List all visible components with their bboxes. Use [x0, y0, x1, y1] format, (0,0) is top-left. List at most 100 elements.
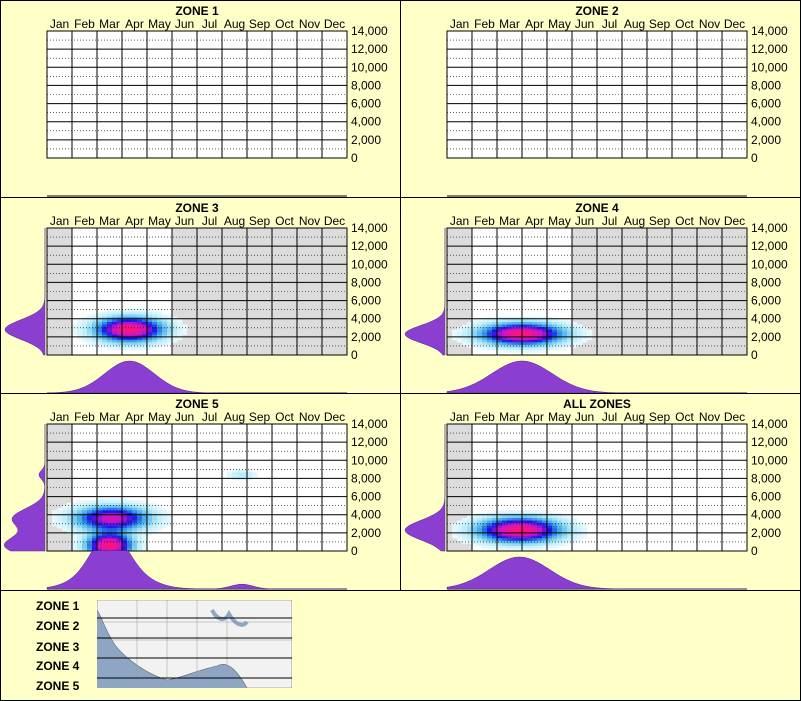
- heat-cell: [137, 500, 143, 504]
- heat-cell: [552, 535, 558, 539]
- heat-cell: [122, 327, 128, 330]
- heat-cell: [232, 469, 238, 473]
- heat-cell: [567, 329, 573, 333]
- heat-cell: [582, 334, 588, 338]
- heat-cell: [487, 344, 493, 348]
- y-tick-label: 4,000: [751, 508, 781, 522]
- heat-cell: [152, 505, 158, 509]
- heat-cell: [157, 342, 163, 346]
- heat-cell: [512, 533, 518, 537]
- heat-cell: [512, 548, 518, 552]
- heat-cell: [507, 327, 513, 330]
- heat-cell: [92, 545, 98, 549]
- heat-cell: [497, 543, 503, 547]
- heat-cell: [117, 339, 123, 343]
- heat-cell: [77, 525, 83, 529]
- heat-cell: [107, 321, 113, 325]
- heat-cell: [132, 347, 138, 351]
- heat-cell: [517, 548, 523, 552]
- heat-cell: [52, 523, 58, 526]
- heat-cell: [552, 337, 558, 341]
- heat-cell: [57, 517, 63, 521]
- heat-cell: [117, 515, 123, 519]
- heat-cell: [512, 517, 518, 521]
- heat-cell: [127, 319, 133, 323]
- heat-cell: [542, 344, 548, 348]
- heat-cell: [507, 337, 513, 341]
- heat-cell: [467, 533, 473, 537]
- heat-cell: [137, 528, 143, 531]
- heat-cell: [127, 339, 133, 343]
- chart-title: ZONE 1: [175, 4, 219, 18]
- chart-svg: ALL ZONES Jan Feb Mar Apr May Jun Jul Aug Sep Oct N…: [404, 397, 788, 590]
- y-tick-label: 8,000: [351, 471, 381, 485]
- heat-cell: [147, 502, 153, 506]
- heat-cell: [117, 337, 123, 341]
- heat-cell: [502, 538, 508, 542]
- heat-cell: [542, 329, 548, 333]
- heat-cell: [87, 540, 93, 544]
- heat-cell: [527, 530, 533, 534]
- heat-cell: [62, 528, 68, 531]
- heat-cell: [142, 520, 148, 524]
- heat-cell: [107, 525, 113, 529]
- heat-cell: [522, 324, 528, 328]
- heat-cell: [497, 334, 503, 338]
- heat-cell: [467, 344, 473, 348]
- heat-cell: [562, 324, 568, 328]
- heat-cell: [142, 309, 148, 313]
- heat-cell: [82, 339, 88, 343]
- heat-cell: [542, 525, 548, 529]
- month-tick-label: Jun: [575, 410, 594, 424]
- heat-cell: [542, 517, 548, 521]
- heat-cell: [97, 505, 103, 509]
- heat-cell: [137, 502, 143, 506]
- heat-cell: [552, 528, 558, 531]
- heat-cell: [552, 520, 558, 524]
- heat-cell: [552, 530, 558, 534]
- heat-cell: [127, 309, 133, 313]
- heat-cell: [467, 337, 473, 341]
- heat-cell: [507, 329, 513, 333]
- month-tick-label: Oct: [675, 214, 694, 228]
- heat-cell: [117, 548, 123, 552]
- heat-cell: [117, 520, 123, 524]
- heat-cell: [72, 510, 78, 514]
- heat-cell: [507, 543, 513, 547]
- heat-cell: [467, 327, 473, 330]
- y-tick-label: 14,000: [751, 24, 788, 38]
- heat-cell: [227, 474, 233, 478]
- heat-cell: [147, 523, 153, 526]
- month-density-curve: [446, 360, 747, 394]
- y-tick-label: 0: [751, 151, 758, 165]
- month-tick-label: Apr: [525, 17, 544, 31]
- heat-cell: [242, 474, 248, 478]
- heat-cell: [477, 339, 483, 343]
- heat-cell: [567, 339, 573, 343]
- heat-cell: [117, 347, 123, 351]
- heat-cell: [532, 533, 538, 537]
- heat-cell: [532, 523, 538, 526]
- heat-cell: [117, 528, 123, 531]
- heat-cell: [542, 339, 548, 343]
- heat-cell: [532, 540, 538, 544]
- heat-cell: [472, 528, 478, 531]
- heat-cell: [527, 525, 533, 529]
- heat-cell: [112, 543, 118, 547]
- heat-cell: [537, 342, 543, 346]
- heat-cell: [87, 535, 93, 539]
- heat-cell: [512, 349, 518, 353]
- heat-cell: [482, 319, 488, 323]
- heat-cell: [467, 324, 473, 328]
- heat-cell: [152, 319, 158, 323]
- heat-cell: [517, 347, 523, 351]
- heat-cell: [122, 510, 128, 514]
- heat-cell: [452, 332, 458, 335]
- month-tick-label: Jun: [175, 410, 194, 424]
- heat-cell: [497, 533, 503, 537]
- heat-cell: [557, 535, 563, 539]
- heat-cell: [557, 321, 563, 325]
- y-tick-label: 0: [351, 544, 358, 558]
- heat-cell: [117, 538, 123, 542]
- heat-cell: [497, 347, 503, 351]
